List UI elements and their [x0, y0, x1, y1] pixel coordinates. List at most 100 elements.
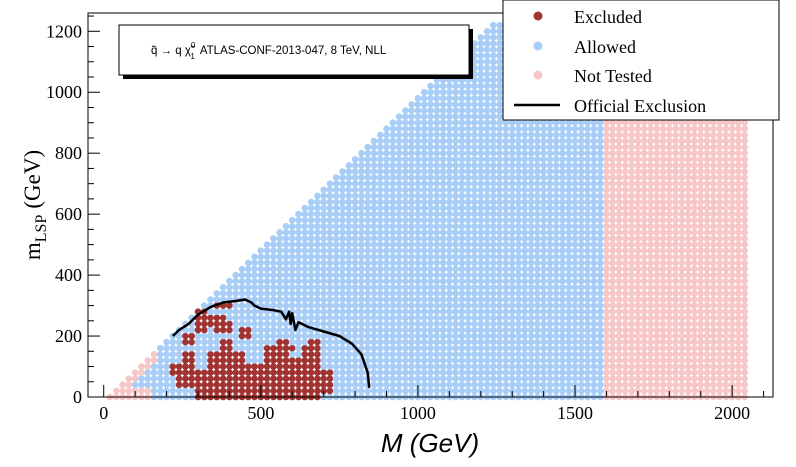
scan-point — [477, 302, 485, 309]
scan-point — [515, 308, 522, 316]
scan-point — [458, 271, 466, 279]
scan-point — [578, 302, 585, 309]
scan-point — [427, 216, 434, 224]
scan-point — [408, 381, 415, 389]
scan-point — [508, 308, 516, 316]
scan-point — [194, 320, 202, 328]
scan-point — [590, 137, 598, 145]
scan-point — [408, 149, 415, 157]
scan-point — [288, 259, 296, 267]
scan-point — [735, 271, 742, 279]
scan-point — [395, 174, 403, 181]
scan-point — [458, 338, 466, 346]
scan-point — [458, 223, 466, 230]
scan-point — [188, 344, 195, 352]
scan-point — [515, 314, 522, 322]
scan-point — [622, 241, 629, 248]
scan-point — [439, 131, 447, 139]
scan-point — [678, 363, 686, 370]
scan-point — [603, 192, 610, 200]
scan-point — [446, 271, 453, 279]
scan-point — [370, 168, 378, 175]
scan-point — [590, 198, 598, 206]
scan-point — [464, 168, 472, 175]
scan-point — [326, 284, 334, 291]
scan-point — [615, 247, 623, 254]
scan-point — [534, 320, 541, 328]
scan-point — [609, 241, 616, 248]
scan-point — [402, 375, 409, 383]
scan-point — [666, 216, 673, 224]
scan-point — [571, 204, 579, 212]
scan-point — [722, 265, 730, 273]
scan-point — [678, 387, 686, 395]
scan-point — [439, 180, 447, 187]
scan-point — [578, 344, 585, 352]
scan-point — [427, 253, 434, 261]
scan-point — [351, 381, 359, 389]
scan-point — [320, 229, 328, 236]
scan-point — [615, 302, 623, 309]
scan-point — [496, 180, 503, 187]
scan-point — [622, 156, 629, 163]
scan-point — [622, 387, 629, 395]
scan-point — [571, 357, 579, 364]
scan-point — [326, 235, 334, 242]
scan-point — [590, 259, 598, 267]
scan-point — [320, 290, 328, 297]
scan-point — [710, 241, 717, 248]
scan-point — [433, 332, 441, 340]
scan-point — [615, 192, 623, 200]
scan-point — [439, 192, 447, 200]
scan-point — [477, 338, 485, 346]
scan-point — [376, 162, 384, 169]
scan-point — [672, 149, 679, 157]
scan-point — [257, 320, 265, 328]
scan-point — [659, 162, 667, 169]
scan-point — [596, 302, 604, 309]
scan-point — [232, 375, 239, 383]
scan-point — [515, 143, 522, 151]
scan-point — [672, 351, 679, 358]
scan-point — [515, 271, 522, 279]
scan-point — [483, 174, 491, 181]
scan-point — [603, 253, 610, 261]
scan-point — [496, 119, 503, 126]
scan-point — [515, 174, 522, 181]
scan-point — [584, 119, 591, 126]
scan-point — [565, 265, 573, 273]
scan-point — [376, 363, 384, 370]
scan-point — [370, 247, 378, 254]
scan-point — [427, 168, 434, 175]
scan-point — [552, 338, 560, 346]
scan-point — [483, 58, 491, 66]
scan-point — [684, 131, 692, 139]
scan-point — [464, 241, 472, 248]
scan-point — [446, 253, 453, 261]
scan-point — [716, 186, 723, 194]
scan-point — [490, 229, 497, 236]
scan-point — [238, 308, 246, 316]
scan-point — [710, 338, 717, 346]
scan-point — [358, 290, 365, 297]
scan-point — [383, 302, 390, 309]
scan-point — [439, 82, 447, 90]
scan-point — [477, 119, 485, 126]
scan-point — [163, 344, 170, 352]
scan-point — [628, 259, 635, 267]
scan-point — [552, 137, 560, 145]
scan-point — [735, 168, 742, 175]
scan-point — [452, 381, 459, 389]
scan-point — [263, 241, 271, 248]
scan-point — [345, 253, 353, 261]
scan-point — [710, 253, 717, 261]
scan-point — [559, 131, 566, 139]
scan-point — [496, 241, 503, 248]
scan-point — [584, 357, 591, 364]
scan-point — [609, 387, 616, 395]
scan-point — [402, 174, 409, 181]
scan-point — [408, 247, 415, 254]
scan-point — [395, 284, 403, 291]
scan-point — [282, 344, 290, 352]
scan-point — [257, 369, 265, 376]
